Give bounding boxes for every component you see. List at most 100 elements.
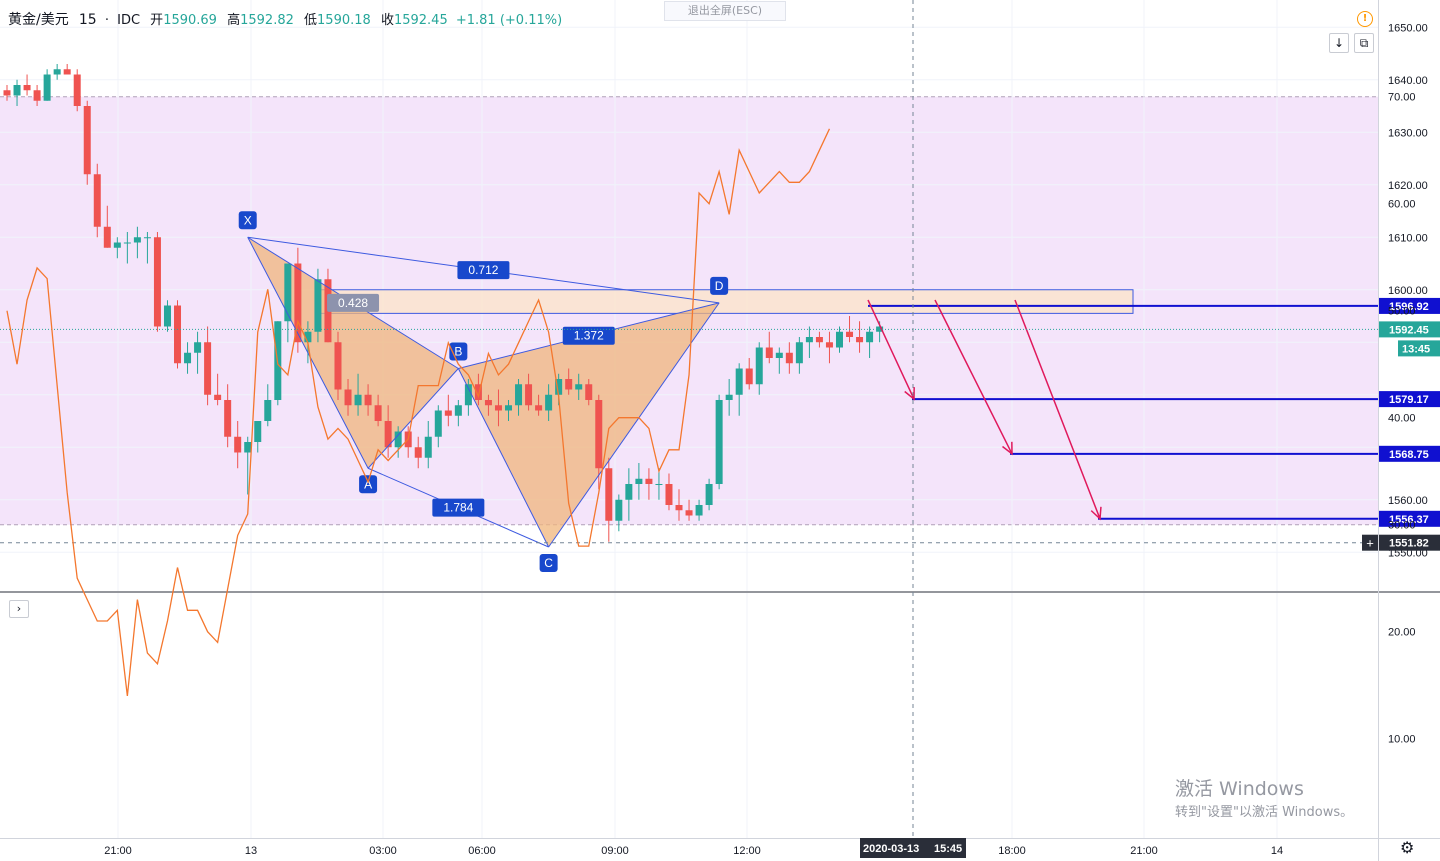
symbol-name[interactable]: 黄金/美元 [8,12,69,28]
add-alert-button-bg [1362,534,1378,551]
candle-body [123,242,131,244]
candle-body [244,442,252,453]
change-value: +1.81 (+0.11%) [455,13,563,28]
crosshair-time-bg [860,838,966,858]
candle-body [695,505,703,516]
candle-body [484,400,492,406]
candle-body [866,331,874,343]
price-tick-label: 1620.00 [1388,180,1428,192]
crosshair-date-label: 2020-03-13 [863,843,919,855]
candle-body [63,69,71,75]
ratio-label-box [432,498,485,517]
rsi-tick-label: 10.00 [1388,734,1416,746]
candle-body [585,384,593,400]
candle-body [785,352,793,364]
rsi-line [6,128,831,696]
candle-body [525,384,533,406]
candle-body [464,384,472,406]
candle-body [515,384,523,406]
candle-body [555,379,563,395]
candle-body [434,410,442,437]
pattern-point-b: B [454,345,462,359]
interval[interactable]: 15 [78,12,97,28]
candle-body [735,368,743,395]
ratio-label-box [457,261,510,280]
candle-body [645,478,653,484]
time-tick-label: 21:00 [1130,845,1158,857]
target-arrow [867,299,915,400]
ratio-label: 1.372 [574,329,604,343]
chevron-right-icon[interactable]: › [9,600,29,618]
candle-body [23,85,31,91]
price-tick-label: 1630.00 [1388,127,1428,139]
candle-body [424,436,432,458]
candle-body [725,394,733,400]
ratio-label: 0.712 [468,263,498,277]
target-price-badge: 1596.92 [1389,301,1429,313]
open-value: 1590.69 [163,13,217,28]
candle-body [254,421,262,442]
pattern-triangle-bcd [458,302,720,547]
target-price-badge: 1579.17 [1389,394,1429,406]
target-price-badge: 1568.75 [1389,449,1429,461]
target-price-badge: 1556.37 [1389,514,1429,526]
close-label: 收 [380,13,394,28]
candle-body [364,394,372,406]
price-tick-label: 1650.00 [1388,22,1428,34]
countdown-label: 13:45 [1402,343,1430,355]
pattern-point-d-box [710,276,729,295]
candle-body [815,337,823,343]
interval-separator: · [104,13,109,28]
candle-body [304,331,312,343]
candle-body [264,400,272,421]
pattern-point-x: X [244,213,252,227]
candle-body [474,384,482,400]
close-value: 1592.45 [393,13,448,28]
candle-body [414,447,422,458]
candle-body [545,394,553,411]
high-value: 1592.82 [240,13,294,28]
candle-body [174,305,182,364]
candle-body [73,74,81,106]
candle-body [33,90,41,101]
candle-body [294,263,302,343]
crosshair-price-badge: 1551.82 [1389,538,1429,550]
last-price-badge-bg [1379,321,1440,338]
arrow-down-icon[interactable]: ↓ [1329,33,1349,53]
gear-icon[interactable]: ⚙ [1400,838,1415,857]
pattern-point-d: D [715,279,724,293]
candle-body [705,484,713,505]
candle-body [394,431,402,448]
candle-body [565,379,573,390]
windows-watermark-subtitle: 转到"设置"以激活 Windows。 [1175,805,1354,820]
candle-body [314,279,322,332]
candle-body [444,410,452,416]
ratio-label-box [327,293,380,312]
pattern-leg-bc [457,368,550,548]
candle-body [835,331,843,348]
time-tick-label: 09:00 [601,845,629,857]
pattern-leg-ab [367,368,459,469]
fullscreen-icon[interactable]: ⧉ [1354,33,1374,53]
pattern-point-a: A [364,477,372,491]
target-price-badge-bg [1379,391,1440,408]
ratio-label: 1.784 [443,501,473,515]
time-tick-label: 13 [245,845,257,857]
crosshair-price-badge-bg [1379,534,1440,551]
exit-fullscreen-button[interactable]: 退出全屏(ESC) [664,1,786,21]
candle-body [163,305,171,327]
target-arrow-head [1002,441,1013,456]
pattern-point-c-box [539,554,558,572]
pattern-point-a-box [359,475,378,494]
warning-icon[interactable]: ! [1357,11,1373,27]
candle-body [374,405,382,421]
rsi-tick-label: 40.00 [1388,413,1416,425]
candle-body [194,342,202,353]
candle-body [3,90,11,96]
candle-body [795,342,803,364]
pattern-leg-xa [247,237,369,469]
price-tick-label: 1560.00 [1388,495,1428,507]
target-arrow [934,299,1013,455]
price-tick-label: 1610.00 [1388,232,1428,244]
